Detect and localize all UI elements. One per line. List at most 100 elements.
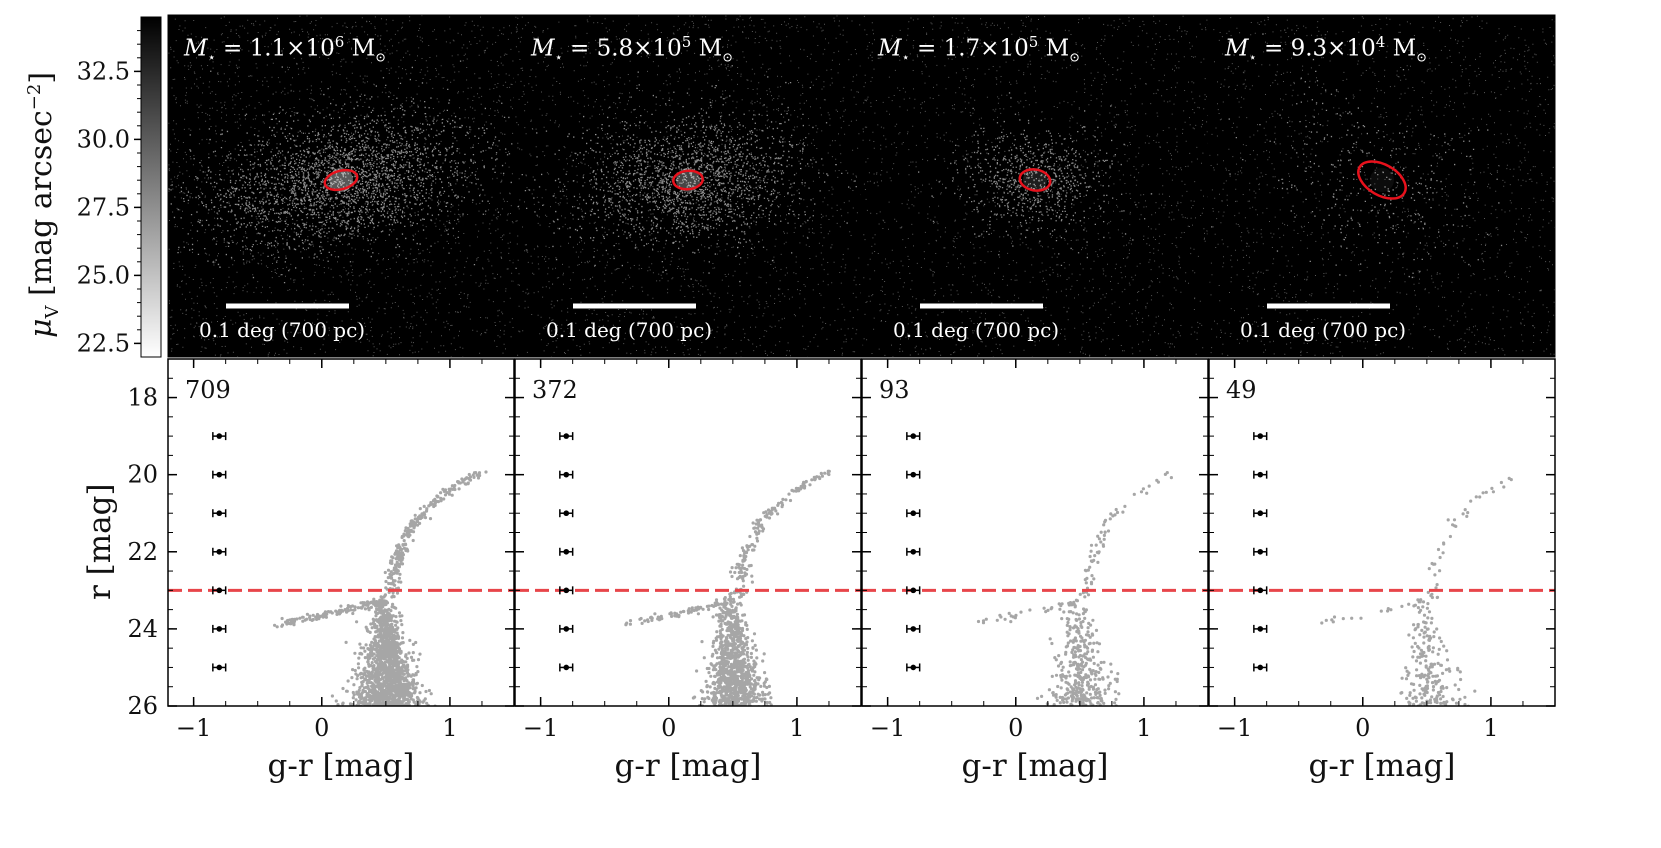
error-bar-point [216,471,223,478]
star-count: 49 [1226,376,1257,404]
background-noise [862,15,1208,357]
colorbar-label: μV [mag arcsec−2] [24,71,63,338]
cmd-background [168,359,514,706]
cmd-points [1320,476,1513,706]
cmd-stars [1320,476,1513,706]
background-noise [1209,15,1555,357]
error-bar-point [563,548,570,555]
error-bar-point [910,510,917,517]
x-axis-label: g-r [mag] [1308,748,1456,784]
x-tick-label: 1 [1483,714,1498,742]
colorbar-tick-label: 30.0 [77,125,130,153]
x-tick-label: 1 [442,714,457,742]
x-axis-label: g-r [mag] [614,748,762,784]
y-tick-label: 18 [127,384,158,412]
image-frame [1208,14,1556,358]
surface-density-stars [862,15,1208,357]
image-frame [167,14,515,358]
y-tick-label: 24 [127,615,158,643]
image-panel-2 [514,14,862,358]
error-bar-point [1257,626,1264,632]
mass-label: M⋆ = 1.1×106 M⊙ [184,33,387,66]
error-bar-point [563,626,570,632]
colorbar-tick-label: 27.5 [77,193,130,221]
error-bar-point [563,433,570,439]
cmd-background [862,359,1208,706]
cmd-stars [273,470,488,706]
colorbar-tick-label: 25.0 [77,261,130,289]
error-bar-point [1257,471,1264,478]
cmd-panel-2: −1 0 1 [514,358,862,742]
image-frame [514,14,862,358]
error-bar-point [216,433,223,439]
scale-bar-label: 0.1 deg (700 pc) [546,318,713,342]
error-bar-point [910,626,917,632]
cmd-points [624,469,831,706]
x-tick-label: 1 [789,714,804,742]
cmd-background [515,359,861,706]
surface-density-stars [515,15,861,357]
image-panel-4 [1208,14,1556,358]
scale-bar-label: 0.1 deg (700 pc) [1240,318,1407,342]
error-bar-point [216,510,223,517]
error-bar-point [910,433,917,439]
colorbar-tick-label: 22.5 [77,329,130,357]
error-bar-point [216,664,223,671]
x-tick-label: 0 [1008,714,1023,742]
mass-label: M⋆ = 1.7×105 M⊙ [878,33,1081,66]
x-tick-label: −1 [870,714,905,742]
cmd-panel-4: −1 0 1 [1208,358,1556,742]
half-light-ellipse [672,169,704,191]
scale-bar-label: 0.1 deg (700 pc) [199,318,366,342]
cmd-background [1209,359,1555,706]
half-light-ellipse [323,168,359,192]
mass-label: M⋆ = 9.3×104 M⊙ [1225,33,1428,66]
error-bar-point [563,587,570,594]
image-panel-1 [167,14,515,358]
error-bar-point [216,548,223,555]
galaxy-stars [168,60,513,284]
error-bar-point [563,510,570,517]
error-bar-point [1257,548,1264,555]
error-bar-point [563,471,570,478]
galaxy-core-glow [1370,168,1394,192]
error-bar-point [1257,510,1264,517]
error-bar-point [563,664,570,671]
x-tick-label: 0 [314,714,329,742]
y-tick-label: 22 [127,538,158,566]
y-tick-label: 20 [127,461,158,489]
error-bar-point [910,664,917,671]
error-bar-point [910,471,917,478]
star-count: 93 [879,376,910,404]
galaxy-core-glow [329,168,353,192]
cmd-stars [624,469,831,706]
x-tick-label: 0 [1355,714,1370,742]
scale-bar-label: 0.1 deg (700 pc) [893,318,1060,342]
cmd-points [273,470,488,706]
image-background [1209,15,1555,357]
mass-label: M⋆ = 5.8×105 M⊙ [531,33,734,66]
x-tick-label: −1 [176,714,211,742]
surface-density-stars [168,15,514,357]
surface-density-stars [1209,15,1555,357]
error-bar-point [1257,664,1264,671]
error-bar-point [216,587,223,594]
y-axis-label: r [mag] [82,483,118,600]
error-bar-point [216,626,223,632]
half-light-ellipse [1018,168,1052,192]
x-tick-label: −1 [523,714,558,742]
image-background [168,15,514,357]
half-light-ellipse [1357,160,1407,200]
colorbar [140,16,162,358]
colorbar-tick-label: 32.5 [77,57,130,85]
galaxy-core-glow [676,168,700,192]
cmd-panel-3: −1 0 1 [861,358,1209,742]
x-tick-label: −1 [1217,714,1252,742]
image-frame [861,14,1209,358]
error-bar-point [1257,433,1264,439]
star-count: 372 [532,376,578,404]
error-bar-point [910,587,917,594]
cmd-panel-1: −1 0 1 18 20 22 24 26 [127,358,515,742]
galaxy-core-glow [1023,168,1047,192]
